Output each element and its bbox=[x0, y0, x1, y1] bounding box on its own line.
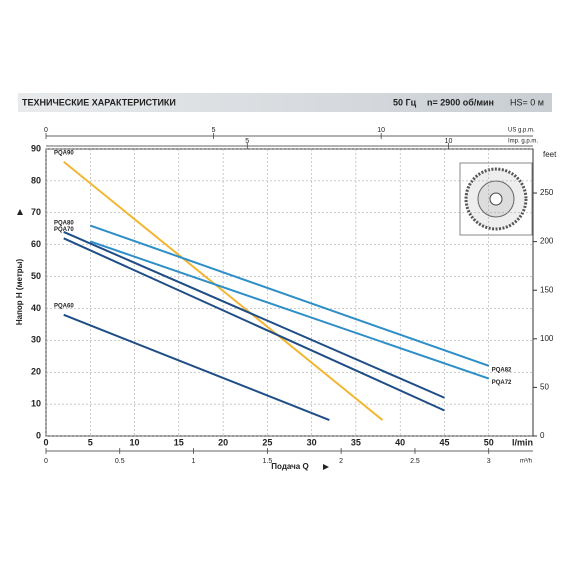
series-line bbox=[63, 230, 445, 399]
m3h-unit: m³/h bbox=[520, 459, 532, 465]
series-line bbox=[89, 240, 490, 380]
m3h-tick-label: 0 bbox=[44, 458, 48, 465]
header-title: ТЕХНИЧЕСКИЕ ХАРАКТЕРИСТИКИ bbox=[22, 97, 176, 107]
legend-label: PQA70 bbox=[54, 227, 74, 233]
x-tick-label: 45 bbox=[439, 437, 449, 447]
y-tick-label: 90 bbox=[31, 143, 41, 153]
us-unit: US g.p.m. bbox=[508, 128, 535, 134]
y2-unit: feet bbox=[543, 150, 557, 159]
m3h-tick-label: 1 bbox=[192, 458, 196, 465]
y-tick-label: 30 bbox=[31, 335, 41, 345]
m3h-tick-label: 3 bbox=[487, 458, 491, 465]
legend-label: PQA72 bbox=[492, 380, 512, 386]
x-tick-label: 50 bbox=[484, 437, 494, 447]
impeller-image bbox=[459, 162, 533, 236]
y-tick-label: 60 bbox=[31, 239, 41, 249]
imp-gpm-tick-label: 5 bbox=[245, 138, 249, 145]
x-tick-label: 30 bbox=[307, 437, 317, 447]
x-tick-label: 20 bbox=[218, 437, 228, 447]
y2-tick-label: 200 bbox=[540, 237, 554, 246]
header-speed: n= 2900 об/мин bbox=[427, 97, 494, 107]
us-gpm-tick-label: 10 bbox=[377, 127, 385, 134]
y-tick-label: 70 bbox=[31, 207, 41, 217]
y2-tick-label: 50 bbox=[540, 383, 549, 392]
x-tick-label: 0 bbox=[43, 437, 48, 447]
y-tick-label: 50 bbox=[31, 271, 41, 281]
y-tick-label: 10 bbox=[31, 398, 41, 408]
legend-label: PQA60 bbox=[54, 303, 74, 309]
header-frequency: 50 Гц bbox=[393, 97, 417, 107]
x-tick-label: 5 bbox=[88, 437, 93, 447]
us-gpm-tick-label: 0 bbox=[44, 127, 48, 134]
x-unit: l/min bbox=[512, 437, 533, 447]
imp-unit: Imp. g.p.m. bbox=[508, 139, 538, 145]
series-line bbox=[63, 237, 445, 412]
x-tick-label: 25 bbox=[262, 437, 272, 447]
arrow bbox=[323, 464, 329, 470]
y-tick-label: 80 bbox=[31, 175, 41, 185]
y2-tick-label: 0 bbox=[540, 431, 545, 440]
m3h-tick-label: 1.5 bbox=[262, 458, 272, 465]
us-gpm-tick-label: 5 bbox=[212, 127, 216, 134]
m3h-tick-label: 0.5 bbox=[115, 458, 125, 465]
series-line bbox=[63, 313, 330, 421]
y-tick-label: 20 bbox=[31, 367, 41, 377]
imp-gpm-tick-label: 10 bbox=[445, 138, 453, 145]
m3h-tick-label: 2 bbox=[339, 458, 343, 465]
legend-label: PQA90 bbox=[54, 150, 74, 156]
y2-tick-label: 150 bbox=[540, 285, 554, 294]
y-tick-label: 0 bbox=[36, 430, 41, 440]
arrow bbox=[17, 209, 23, 215]
legend-label: PQA80 bbox=[54, 220, 74, 226]
series-line bbox=[63, 160, 384, 421]
m3h-tick-label: 2.5 bbox=[410, 458, 420, 465]
x-tick-label: 40 bbox=[395, 437, 405, 447]
x-tick-label: 15 bbox=[174, 437, 184, 447]
y-axis-title: Напор H (метры) bbox=[15, 259, 24, 326]
x-tick-label: 10 bbox=[130, 437, 140, 447]
series-line bbox=[89, 224, 490, 367]
header-band bbox=[18, 93, 552, 112]
plot-frame bbox=[45, 148, 534, 437]
y2-tick-label: 100 bbox=[540, 334, 554, 343]
y2-tick-label: 250 bbox=[540, 188, 554, 197]
x-axis-title: Подача Q bbox=[271, 462, 308, 471]
x-tick-label: 35 bbox=[351, 437, 361, 447]
header-suction: HS= 0 м bbox=[510, 97, 544, 107]
y-tick-label: 40 bbox=[31, 303, 41, 313]
legend-label: PQA82 bbox=[492, 367, 512, 373]
